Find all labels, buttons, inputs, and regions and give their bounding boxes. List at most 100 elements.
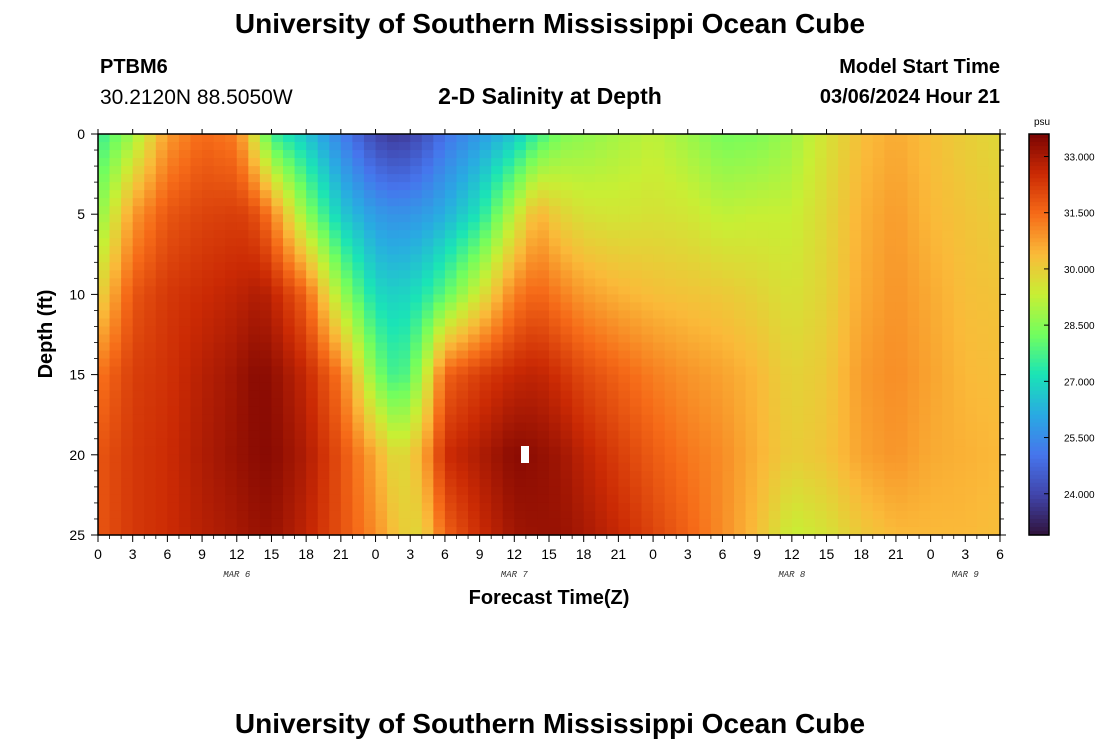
colorbar: psu 33.00031.50030.00028.50027.00025.500… bbox=[1028, 117, 1095, 536]
heatmap-cell bbox=[895, 462, 909, 472]
heatmap-cell bbox=[629, 318, 643, 328]
heatmap-cell bbox=[919, 334, 932, 344]
heatmap-cell bbox=[329, 446, 342, 456]
heatmap-cell bbox=[629, 390, 643, 400]
heatmap-cell bbox=[363, 262, 377, 271]
heatmap-cell bbox=[699, 382, 712, 392]
heatmap-cell bbox=[965, 366, 978, 376]
heatmap-cell bbox=[687, 310, 700, 320]
heatmap-cell bbox=[699, 198, 712, 207]
heatmap-cell bbox=[849, 174, 862, 183]
heatmap-cell bbox=[942, 270, 955, 279]
heatmap-cell bbox=[248, 502, 261, 512]
heatmap-cell bbox=[710, 134, 724, 143]
heatmap-cell bbox=[375, 406, 388, 416]
heatmap-cell bbox=[433, 142, 446, 151]
heatmap-cell bbox=[98, 358, 111, 368]
heatmap-cell bbox=[468, 230, 481, 239]
heatmap-cell bbox=[780, 358, 793, 368]
heatmap-cell bbox=[294, 414, 307, 424]
heatmap-cell bbox=[988, 142, 1001, 151]
heatmap-cell bbox=[317, 182, 330, 191]
heatmap-cell bbox=[722, 390, 735, 400]
heatmap-cell bbox=[132, 398, 145, 408]
heatmap-cell bbox=[745, 406, 758, 416]
heatmap-cell bbox=[144, 294, 157, 304]
heatmap-cell bbox=[826, 206, 839, 215]
heatmap-cell bbox=[629, 182, 643, 191]
heatmap-cell bbox=[236, 454, 249, 464]
heatmap-cell bbox=[803, 238, 816, 247]
heatmap-cell bbox=[560, 342, 573, 352]
heatmap-cell bbox=[225, 478, 238, 488]
heatmap-cell bbox=[468, 270, 481, 279]
heatmap-cell bbox=[259, 510, 273, 520]
heatmap-cell bbox=[549, 254, 562, 263]
heatmap-cell bbox=[757, 390, 770, 400]
heatmap-cell bbox=[248, 270, 261, 279]
heatmap-cell bbox=[560, 502, 573, 512]
heatmap-cell bbox=[329, 510, 342, 520]
heatmap-cell bbox=[271, 390, 284, 400]
heatmap-cell bbox=[768, 446, 781, 456]
heatmap-cell bbox=[884, 414, 897, 424]
heatmap-cell bbox=[976, 454, 990, 464]
heatmap-cell bbox=[456, 278, 469, 287]
heatmap-cell bbox=[421, 366, 434, 376]
heatmap-cell bbox=[387, 150, 400, 159]
colorbar-segment bbox=[1029, 246, 1049, 251]
heatmap-cell bbox=[803, 150, 816, 159]
heatmap-cell bbox=[757, 230, 770, 239]
heatmap-cell bbox=[606, 382, 619, 392]
heatmap-cell bbox=[109, 526, 122, 536]
heatmap-cell bbox=[294, 278, 307, 287]
heatmap-cell bbox=[444, 518, 458, 528]
heatmap-cell bbox=[491, 318, 504, 328]
heatmap-cell bbox=[907, 430, 920, 440]
heatmap-cell bbox=[699, 422, 712, 432]
heatmap-cell bbox=[907, 222, 920, 231]
heatmap-cell bbox=[549, 406, 562, 416]
heatmap-cell bbox=[537, 302, 550, 312]
heatmap-cell bbox=[895, 470, 909, 480]
heatmap-cell bbox=[167, 462, 180, 472]
heatmap-cell bbox=[248, 494, 261, 504]
heatmap-cell bbox=[109, 254, 122, 263]
heatmap-cell bbox=[375, 238, 388, 247]
heatmap-cell bbox=[444, 502, 458, 512]
heatmap-cell bbox=[144, 174, 157, 183]
heatmap-cell bbox=[872, 326, 885, 336]
heatmap-cell bbox=[236, 374, 249, 384]
heatmap-cell bbox=[340, 438, 354, 448]
heatmap-cell bbox=[919, 134, 932, 143]
heatmap-cell bbox=[178, 142, 192, 151]
heatmap-cell bbox=[803, 286, 816, 295]
heatmap-cell bbox=[872, 494, 885, 504]
heatmap-cell bbox=[225, 230, 238, 239]
heatmap-cell bbox=[976, 502, 990, 512]
heatmap-cell bbox=[121, 150, 134, 159]
colorbar-segment bbox=[1029, 434, 1049, 440]
heatmap-cell bbox=[387, 494, 400, 504]
heatmap-cell bbox=[664, 190, 677, 199]
heatmap-cell bbox=[456, 310, 469, 320]
heatmap-cell bbox=[456, 366, 469, 376]
heatmap-cell bbox=[190, 318, 203, 328]
heatmap-cell bbox=[352, 366, 365, 376]
heatmap-cell bbox=[803, 454, 816, 464]
heatmap-cell bbox=[988, 318, 1001, 328]
heatmap-cell bbox=[271, 302, 284, 312]
heatmap-cell bbox=[965, 478, 978, 488]
heatmap-cell bbox=[849, 438, 862, 448]
heatmap-cell bbox=[468, 254, 481, 263]
heatmap-cell bbox=[907, 262, 920, 271]
heatmap-cell bbox=[988, 350, 1001, 360]
heatmap-cell bbox=[352, 326, 365, 336]
heatmap-cell bbox=[687, 190, 700, 199]
heatmap-cell bbox=[618, 182, 631, 191]
heatmap-cell bbox=[352, 462, 365, 472]
heatmap-cell bbox=[248, 342, 261, 352]
heatmap-cell bbox=[317, 374, 330, 384]
heatmap-cell bbox=[895, 302, 909, 312]
heatmap-cell bbox=[629, 230, 643, 239]
